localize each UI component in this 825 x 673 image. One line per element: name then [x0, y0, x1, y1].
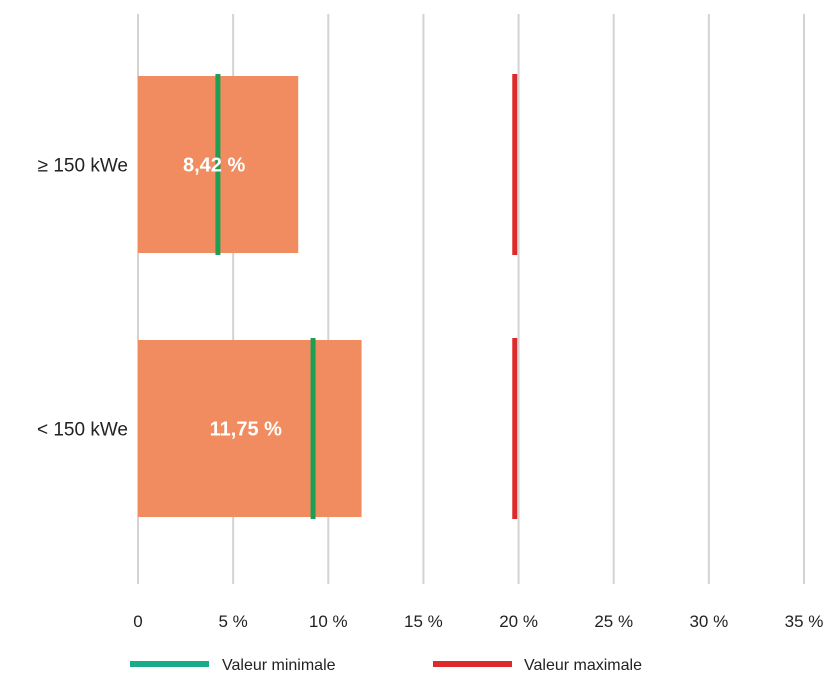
- category-label: ≥ 150 kWe: [38, 156, 128, 177]
- x-tick-label: 20 %: [499, 612, 538, 631]
- bar: [138, 340, 362, 517]
- data-label: 8,42 %: [183, 155, 245, 177]
- x-tick-label: 15 %: [404, 612, 443, 631]
- min-value-marker: [310, 338, 316, 519]
- max-value-marker: [512, 338, 518, 519]
- x-tick-label: 25 %: [594, 612, 633, 631]
- category-label: < 150 kWe: [37, 420, 128, 441]
- range-markers: [215, 74, 518, 519]
- x-tick-label: 35 %: [785, 612, 824, 631]
- max-value-marker: [512, 74, 518, 255]
- labels: 0 5 % 10 % 15 % 20 % 25 % 30 % 35 % ≥ 150 kWe 8,4…: [37, 155, 823, 632]
- legend-label: Valeur minimale: [222, 657, 336, 673]
- x-tick-label: 30 %: [689, 612, 728, 631]
- legend: Valeur minimale Valeur maximale: [130, 657, 642, 673]
- legend-label: Valeur maximale: [524, 657, 642, 673]
- min-value-marker: [215, 74, 221, 255]
- data-label: 11,75 %: [210, 419, 283, 441]
- x-tick-label: 0: [133, 612, 142, 631]
- x-tick-label: 5 %: [218, 612, 247, 631]
- x-tick-label: 10 %: [309, 612, 348, 631]
